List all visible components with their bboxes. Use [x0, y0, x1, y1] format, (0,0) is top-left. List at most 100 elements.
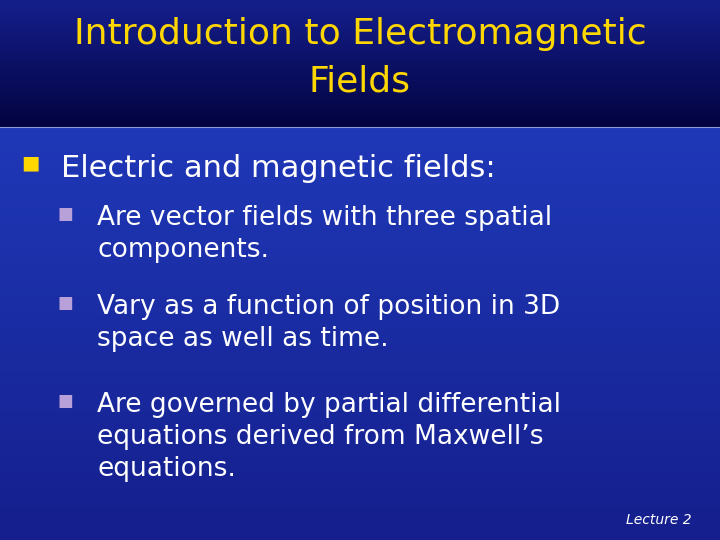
Bar [0, 420, 720, 424]
Bar [0, 8, 720, 10]
Bar [0, 457, 720, 462]
Bar [0, 470, 720, 474]
Bar [0, 6, 720, 8]
Bar [0, 288, 720, 292]
Bar [0, 305, 720, 309]
Bar [0, 16, 720, 17]
Bar [0, 523, 720, 528]
Bar [0, 117, 720, 119]
Bar [0, 424, 720, 428]
Bar [0, 338, 720, 342]
Bar [0, 201, 720, 205]
Bar [0, 160, 720, 164]
Bar [0, 230, 720, 234]
Bar [0, 24, 720, 25]
Bar [0, 490, 720, 495]
Bar [0, 48, 720, 49]
Bar [0, 17, 720, 19]
Bar [0, 90, 720, 92]
Text: Introduction to Electromagnetic
Fields: Introduction to Electromagnetic Fields [73, 17, 647, 99]
Bar [0, 135, 720, 139]
Bar [0, 63, 720, 65]
Bar [0, 519, 720, 523]
Bar [0, 234, 720, 239]
Bar [0, 515, 720, 519]
Bar [0, 5, 720, 6]
Bar [0, 131, 720, 135]
Bar [0, 124, 720, 125]
Bar [0, 263, 720, 267]
Bar [0, 433, 720, 437]
Bar [0, 120, 720, 122]
Bar [0, 465, 720, 470]
Bar [0, 185, 720, 189]
Bar [0, 73, 720, 75]
Bar [0, 333, 720, 338]
Bar [0, 38, 720, 39]
Bar [0, 12, 720, 14]
Bar [0, 110, 720, 111]
Bar [0, 272, 720, 275]
Bar [0, 147, 720, 152]
Bar [0, 532, 720, 536]
Bar [0, 462, 720, 465]
Bar [0, 313, 720, 317]
Bar [0, 60, 720, 62]
Bar [0, 367, 720, 370]
Bar [0, 226, 720, 230]
Bar [0, 239, 720, 242]
Bar [0, 309, 720, 313]
Bar [0, 317, 720, 321]
Bar [0, 52, 720, 54]
Bar [0, 29, 720, 30]
Bar [0, 536, 720, 540]
Bar [0, 116, 720, 117]
Bar [0, 3, 720, 5]
Bar [0, 387, 720, 392]
Bar [0, 453, 720, 457]
Bar [0, 139, 720, 144]
Bar [0, 22, 720, 24]
Bar [0, 125, 720, 127]
Bar [0, 27, 720, 29]
Bar [0, 49, 720, 51]
Bar [0, 214, 720, 218]
Bar [0, 106, 720, 108]
Bar [0, 412, 720, 416]
Bar [0, 346, 720, 350]
Bar [0, 300, 720, 305]
Bar [0, 375, 720, 379]
Bar [0, 87, 720, 89]
Bar [0, 83, 720, 84]
Bar [0, 164, 720, 168]
Bar [0, 362, 720, 367]
Bar [0, 172, 720, 177]
Bar [0, 111, 720, 113]
Bar [0, 2, 720, 3]
Bar [0, 152, 720, 156]
Bar [0, 21, 720, 22]
Bar [0, 95, 720, 97]
Bar [0, 113, 720, 114]
Bar [0, 482, 720, 487]
Text: Are governed by partial differential
equations derived from Maxwell’s
equations.: Are governed by partial differential equ… [97, 392, 561, 482]
Bar [0, 25, 720, 27]
Bar [0, 499, 720, 503]
Bar [0, 487, 720, 490]
Bar [0, 321, 720, 325]
Bar [0, 102, 720, 103]
Text: Vary as a function of position in 3D
space as well as time.: Vary as a function of position in 3D spa… [97, 294, 560, 352]
Bar [0, 56, 720, 57]
Bar [0, 358, 720, 362]
Bar [0, 247, 720, 251]
Bar [0, 78, 720, 79]
Bar [0, 180, 720, 185]
Bar [0, 210, 720, 214]
Bar [0, 197, 720, 201]
Bar [0, 400, 720, 404]
Bar [0, 408, 720, 412]
Bar [0, 43, 720, 44]
Bar [0, 33, 720, 35]
Bar [0, 93, 720, 95]
Bar [0, 54, 720, 56]
